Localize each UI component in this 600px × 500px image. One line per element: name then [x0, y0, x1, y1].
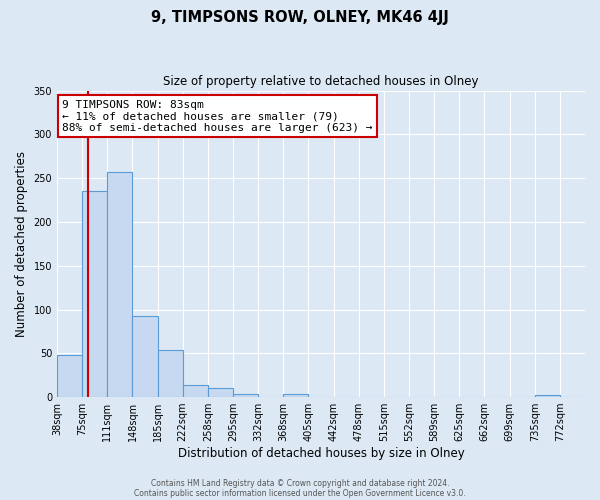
Y-axis label: Number of detached properties: Number of detached properties [15, 151, 28, 337]
Text: Contains public sector information licensed under the Open Government Licence v3: Contains public sector information licen… [134, 488, 466, 498]
Bar [57, 355, 82, 397]
Bar [233, 394, 258, 397]
Bar [133, 316, 158, 397]
Bar [208, 388, 233, 397]
Bar [107, 172, 133, 397]
Bar [283, 394, 308, 397]
Text: 9 TIMPSONS ROW: 83sqm
← 11% of detached houses are smaller (79)
88% of semi-deta: 9 TIMPSONS ROW: 83sqm ← 11% of detached … [62, 100, 373, 133]
Bar [535, 396, 560, 397]
Bar [82, 192, 107, 397]
X-axis label: Distribution of detached houses by size in Olney: Distribution of detached houses by size … [178, 447, 464, 460]
Bar [158, 350, 183, 397]
Bar [183, 385, 208, 397]
Text: Contains HM Land Registry data © Crown copyright and database right 2024.: Contains HM Land Registry data © Crown c… [151, 478, 449, 488]
Title: Size of property relative to detached houses in Olney: Size of property relative to detached ho… [163, 75, 479, 88]
Text: 9, TIMPSONS ROW, OLNEY, MK46 4JJ: 9, TIMPSONS ROW, OLNEY, MK46 4JJ [151, 10, 449, 25]
